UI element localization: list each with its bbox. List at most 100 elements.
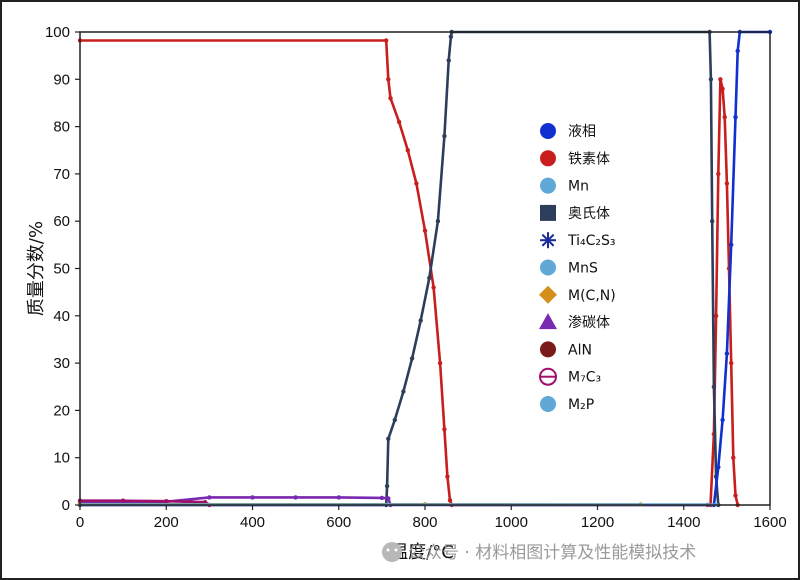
y-tick-label: 40 <box>53 308 70 325</box>
legend-label: 渗碳体 <box>568 315 610 331</box>
legend-item: AlN <box>540 341 592 358</box>
legend-item: MnS <box>540 259 598 277</box>
data-point <box>386 496 391 501</box>
data-point <box>713 313 719 318</box>
ticks-layer: 0 200 400 600 800 1000 1200 1400 1600 0 10 20 30 40 50… <box>45 24 787 531</box>
data-point <box>716 171 721 177</box>
y-tick-label: 80 <box>53 119 70 136</box>
legend-label: M(C,N) <box>568 288 616 304</box>
y-axis-label: 质量分数/% <box>26 221 47 316</box>
data-point <box>384 483 390 489</box>
legend-label: 铁素体 <box>568 151 610 167</box>
legend-label: 液相 <box>568 124 596 140</box>
y-tick-label: 50 <box>53 261 70 278</box>
legend-marker-circle <box>540 341 556 358</box>
legend-marker-diamond <box>539 285 557 304</box>
legend-marker-asterisk <box>541 233 555 247</box>
x-tick-label: 1600 <box>753 514 786 531</box>
y-tick-label: 30 <box>53 355 70 372</box>
x-tick-label: 600 <box>326 514 351 531</box>
data-point <box>722 114 727 120</box>
legend-item: M(C,N) <box>539 285 616 304</box>
data-point <box>418 318 423 323</box>
data-point <box>733 114 738 120</box>
legend-label: Mn <box>568 179 589 195</box>
legend-label: 奥氏体 <box>568 205 610 222</box>
legend-marker-circle <box>540 123 556 139</box>
data-point <box>120 498 126 503</box>
x-tick-label: 1000 <box>495 514 528 531</box>
data-point <box>729 242 734 247</box>
x-tick-label: 200 <box>154 514 179 531</box>
x-axis-label: 温度/°C <box>390 542 454 563</box>
legend-item: M₇C₃ <box>539 367 601 386</box>
legend-item: M₂P <box>540 396 594 413</box>
legend-marker-circle <box>540 177 556 194</box>
data-point <box>336 495 341 500</box>
wechat-icon-eye <box>386 548 390 552</box>
data-point <box>437 360 443 366</box>
data-point <box>733 493 738 498</box>
legend-item: 奥氏体 <box>540 204 610 222</box>
y-tick-label: 0 <box>62 497 70 514</box>
y-tick-label: 10 <box>53 450 70 467</box>
data-point <box>724 181 730 186</box>
data-point <box>414 181 419 186</box>
data-point <box>731 455 736 460</box>
data-point <box>392 417 397 423</box>
data-point <box>293 495 298 500</box>
y-tick-label: 90 <box>53 71 70 88</box>
data-point <box>716 465 721 470</box>
data-point <box>442 133 447 139</box>
data-point <box>422 228 428 233</box>
series-line <box>80 30 770 507</box>
data-point <box>724 351 730 356</box>
x-tick-label: 800 <box>412 514 437 531</box>
legend-label: M₂P <box>568 397 594 413</box>
data-point <box>448 34 454 39</box>
data-point <box>431 285 436 290</box>
data-point <box>164 499 169 504</box>
data-point <box>396 119 402 125</box>
data-point <box>379 495 385 501</box>
legend-item: Ti₄C₂S₃ <box>540 232 616 249</box>
x-tick-label: 400 <box>240 514 265 531</box>
legend-item: 铁素体 <box>540 150 610 167</box>
legend-label: M₇C₃ <box>568 370 601 386</box>
data-point <box>386 436 391 441</box>
legend-marker-circle <box>540 396 556 412</box>
legend-marker-triangle <box>539 313 557 330</box>
data-point <box>384 38 389 43</box>
data-point <box>435 219 441 224</box>
legend-label: MnS <box>568 261 598 277</box>
legend-label: Ti₄C₂S₃ <box>567 233 616 249</box>
data-point <box>718 77 723 82</box>
data-point <box>442 427 447 432</box>
y-tick-label: 20 <box>53 402 70 419</box>
data-point <box>427 275 432 281</box>
legend-marker-square <box>540 204 556 221</box>
legend-item: Mn <box>540 177 589 195</box>
data-point <box>447 498 453 503</box>
data-point <box>729 360 734 366</box>
legend-marker-circle <box>540 150 556 167</box>
y-tick-label: 100 <box>45 24 70 41</box>
y-tick-label: 60 <box>53 213 70 230</box>
data-point <box>405 148 410 153</box>
data-point <box>720 417 725 423</box>
data-point <box>710 219 715 224</box>
legend-item: 渗碳体 <box>539 313 610 331</box>
data-point <box>388 96 393 101</box>
watermark: 公众号 · 材料相图计算及性能模拟技术 <box>382 542 696 563</box>
data-point <box>401 389 406 394</box>
data-point <box>445 474 450 479</box>
legend-item: 液相 <box>540 123 596 140</box>
x-tick-label: 0 <box>76 514 84 531</box>
legend-label: AlN <box>568 342 592 358</box>
data-point <box>735 48 740 54</box>
x-tick-label: 1200 <box>581 514 614 531</box>
data-point <box>720 86 725 92</box>
